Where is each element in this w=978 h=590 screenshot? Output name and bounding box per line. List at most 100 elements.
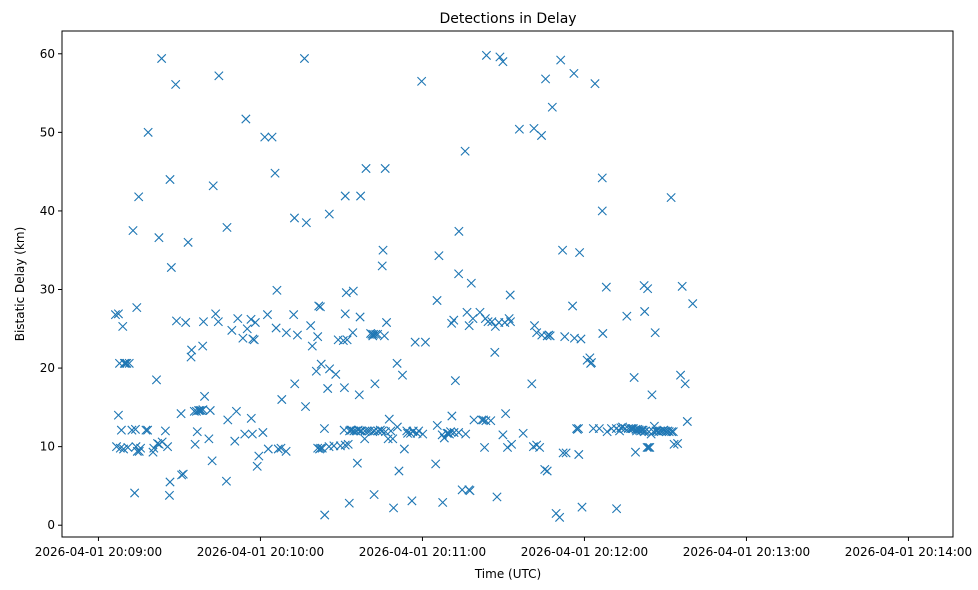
- data-point: [241, 114, 251, 124]
- data-point: [113, 410, 124, 420]
- data-point: [461, 429, 471, 439]
- data-point: [668, 427, 678, 437]
- data-point: [667, 427, 677, 437]
- data-point: [135, 443, 146, 453]
- data-point: [479, 442, 490, 453]
- data-point: [262, 310, 273, 320]
- data-point: [313, 443, 323, 453]
- data-point: [360, 434, 370, 444]
- data-point: [529, 123, 539, 134]
- data-point: [331, 369, 341, 379]
- data-point: [449, 315, 459, 325]
- data-point: [558, 448, 568, 458]
- data-point: [141, 425, 151, 435]
- data-point: [555, 512, 565, 522]
- data-point: [542, 466, 552, 476]
- data-point: [457, 485, 467, 495]
- data-point: [187, 345, 197, 355]
- data-point: [383, 434, 393, 444]
- data-point: [590, 79, 600, 89]
- data-point: [199, 391, 210, 401]
- data-point: [127, 425, 137, 435]
- data-point: [130, 424, 141, 434]
- data-point: [680, 379, 690, 389]
- data-point: [134, 192, 144, 202]
- data-point: [151, 375, 162, 385]
- data-point: [164, 490, 175, 500]
- data-point: [368, 329, 379, 339]
- x-tick-label: 2026-04-01 20:12:00: [521, 545, 648, 559]
- data-point: [338, 335, 348, 346]
- data-point: [355, 312, 365, 322]
- data-point: [246, 314, 256, 324]
- data-point: [355, 426, 365, 436]
- data-point: [505, 317, 516, 327]
- data-point: [381, 317, 392, 328]
- data-point: [230, 436, 240, 446]
- data-point: [290, 379, 300, 389]
- data-point: [575, 247, 585, 258]
- data-point: [403, 428, 413, 438]
- data-point: [238, 333, 248, 343]
- data-point: [204, 434, 214, 444]
- data-point: [227, 325, 237, 335]
- data-point: [388, 434, 398, 444]
- y-tick-label: 10: [40, 440, 55, 454]
- data-point: [207, 456, 217, 466]
- data-point: [675, 370, 686, 380]
- data-point: [540, 464, 550, 475]
- data-point: [292, 330, 303, 340]
- data-point: [469, 415, 479, 425]
- data-point: [181, 317, 191, 328]
- data-point: [642, 442, 652, 453]
- data-point: [392, 422, 402, 432]
- data-point: [316, 359, 326, 369]
- data-point: [417, 76, 427, 86]
- data-point: [246, 413, 256, 423]
- data-point: [270, 168, 280, 178]
- data-point: [339, 383, 350, 393]
- data-point: [128, 225, 138, 236]
- data-point: [464, 321, 474, 331]
- data-point: [394, 466, 404, 476]
- data-point: [407, 496, 417, 506]
- data-point: [306, 321, 316, 331]
- data-point: [130, 488, 140, 498]
- data-point: [301, 218, 311, 228]
- data-point: [340, 309, 350, 319]
- data-point: [160, 426, 170, 436]
- data-point: [315, 302, 325, 312]
- data-point: [123, 442, 133, 453]
- x-tick-label: 2026-04-01 20:11:00: [359, 545, 486, 559]
- data-point: [319, 423, 330, 434]
- data-point: [677, 281, 687, 291]
- data-point: [483, 317, 493, 327]
- data-point: [622, 311, 632, 321]
- data-point: [116, 425, 126, 435]
- data-point: [561, 448, 571, 458]
- data-point: [352, 458, 362, 468]
- data-point: [664, 427, 674, 437]
- data-point: [122, 358, 132, 368]
- data-point: [569, 68, 579, 79]
- data-point: [240, 429, 250, 439]
- data-point: [454, 269, 464, 279]
- data-point: [438, 497, 448, 508]
- data-point: [501, 409, 511, 419]
- data-point: [186, 352, 196, 362]
- data-point: [492, 492, 502, 502]
- data-point: [597, 173, 607, 183]
- y-axis-ticks: 0 10 20 30 40 50 60: [40, 47, 62, 532]
- data-point: [252, 461, 262, 471]
- data-points: [110, 50, 698, 522]
- data-point: [329, 441, 339, 451]
- data-point: [277, 394, 287, 405]
- data-point: [165, 174, 175, 185]
- data-point: [281, 446, 291, 456]
- data-point: [316, 443, 326, 453]
- data-point: [214, 71, 224, 81]
- data-point: [504, 313, 514, 324]
- y-tick-label: 0: [47, 518, 55, 532]
- data-point: [466, 278, 476, 288]
